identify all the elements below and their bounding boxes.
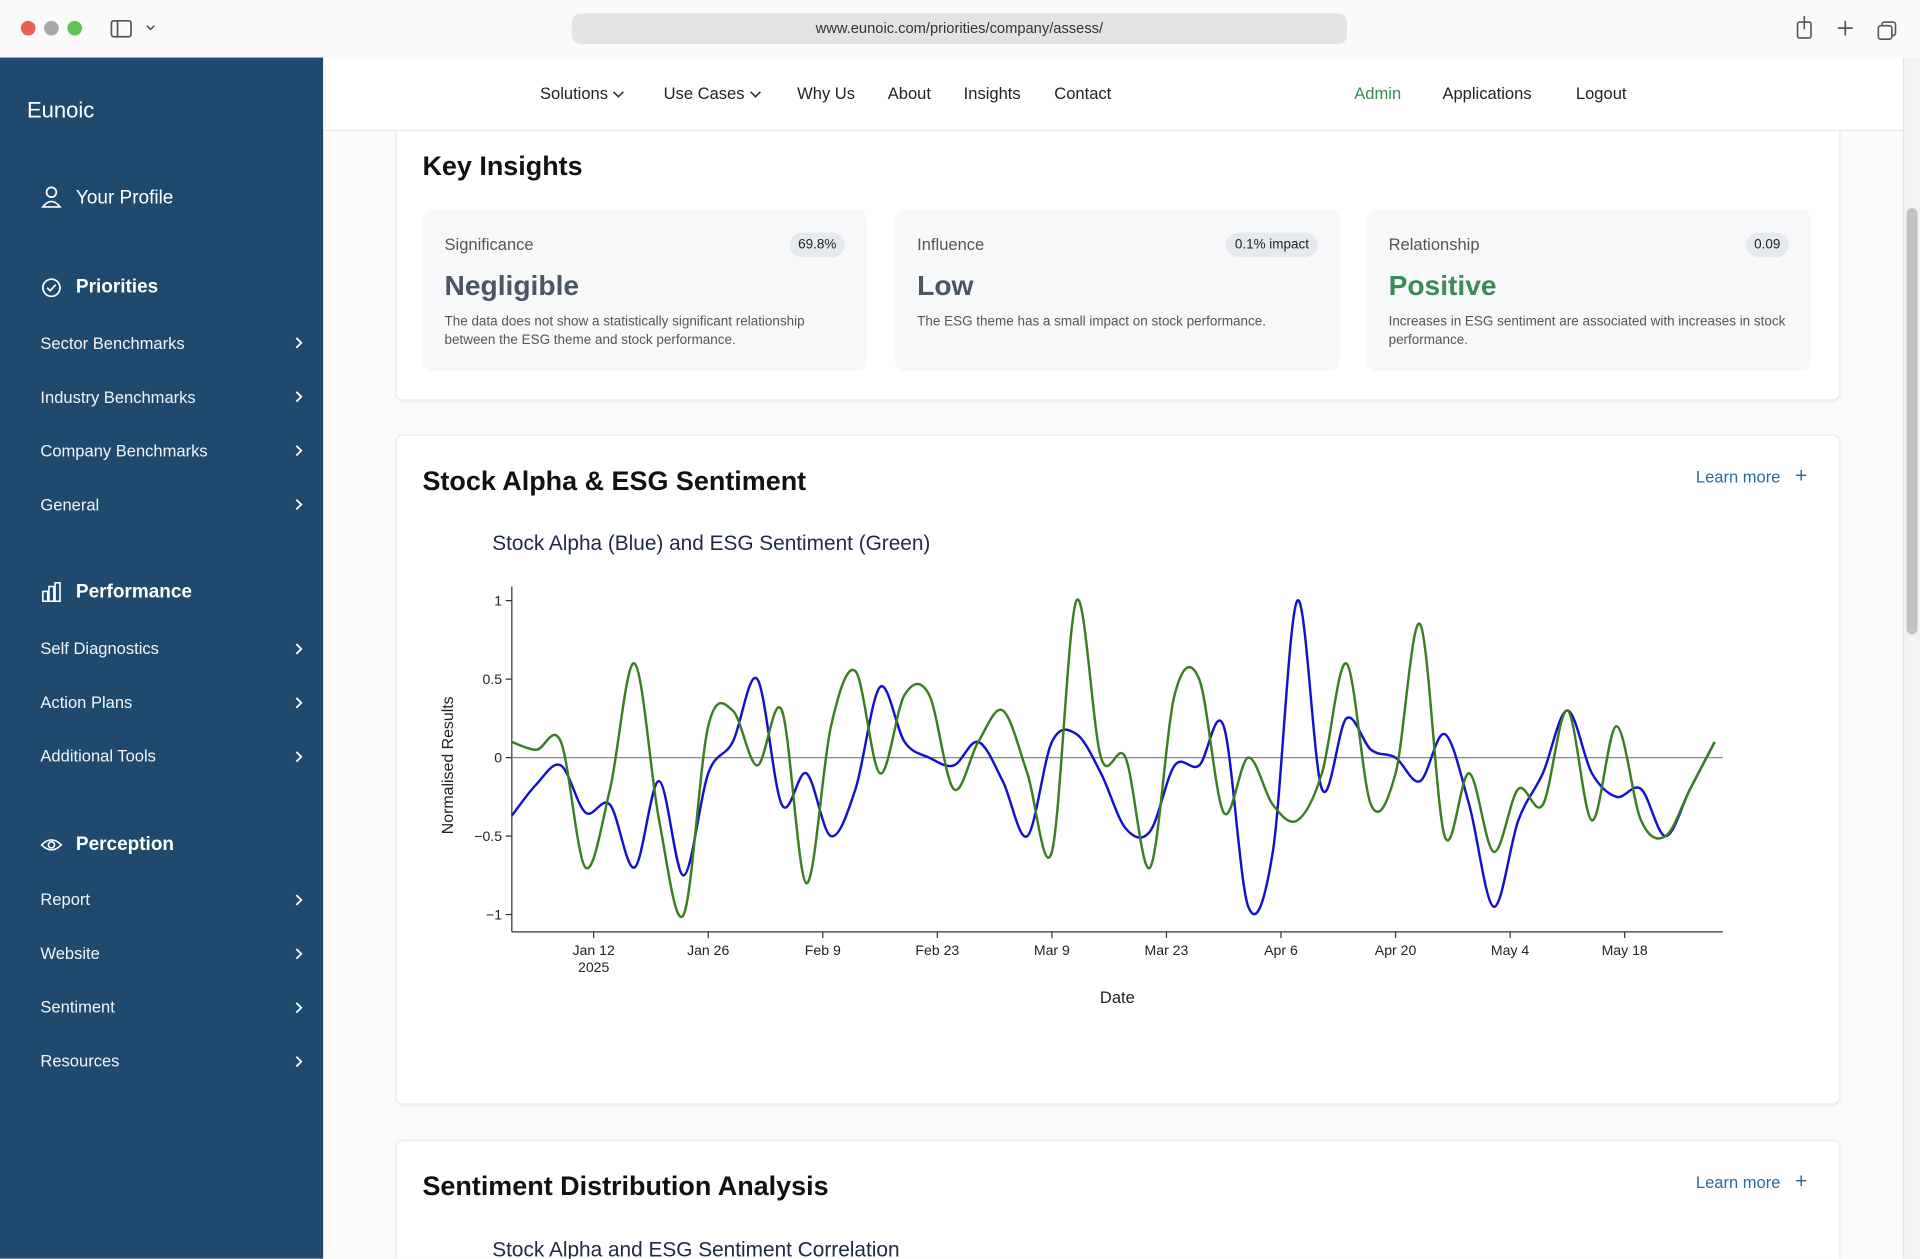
- priorities-icon: [42, 278, 61, 298]
- nav-item[interactable]: Company Benchmarks: [40, 442, 208, 461]
- insight-card: Influence 0.1% impact Low The ESG theme …: [895, 209, 1340, 372]
- nav-item[interactable]: Report: [40, 890, 91, 909]
- nav-item[interactable]: Sector Benchmarks: [40, 334, 185, 353]
- y-axis-label: Normalised Results: [440, 696, 457, 834]
- nav-item[interactable]: Website: [40, 944, 100, 963]
- card-label: Influence: [917, 235, 985, 254]
- card-badge: 0.09: [1745, 232, 1789, 258]
- dropdown-icon: [749, 91, 761, 98]
- performance-icon: [42, 582, 61, 603]
- x-tick-label: Feb 9: [805, 942, 841, 958]
- y-tick-label: −0.5: [474, 828, 502, 844]
- data-line: [510, 599, 1716, 916]
- section-heading: Key Insights: [422, 150, 583, 182]
- nav-link[interactable]: Applications: [1442, 84, 1532, 103]
- card-label: Significance: [444, 235, 534, 254]
- card-description: The data does not show a statistically s…: [444, 314, 805, 348]
- section-title: Perception: [75, 833, 175, 855]
- scrollbar[interactable]: [1902, 57, 1920, 1259]
- nav-link[interactable]: About: [887, 84, 931, 103]
- brand[interactable]: Eunoic: [26, 97, 95, 123]
- nav-item[interactable]: Action Plans: [40, 693, 133, 712]
- profile-icon: [41, 186, 62, 208]
- x-tick-label: Apr 6: [1264, 942, 1298, 958]
- nav-link[interactable]: Use Cases: [663, 84, 762, 103]
- chevrons: [295, 337, 303, 1068]
- window-controls: [20, 19, 155, 38]
- learn-more[interactable]: Learn more +: [1696, 464, 1807, 488]
- address-bar[interactable]: www.eunoic.com/priorities/company/assess…: [571, 13, 1347, 45]
- dropdown-icon: [613, 91, 625, 98]
- data-line: [511, 598, 1716, 919]
- y-tick-label: 1: [494, 593, 502, 609]
- top-nav: Solutions Use Cases Why Us About Insight…: [323, 57, 1903, 132]
- card-value: Low: [917, 269, 974, 302]
- nav-link[interactable]: Logout: [1575, 84, 1627, 103]
- card-value: Positive: [1388, 269, 1497, 302]
- section-title: Priorities: [75, 276, 159, 298]
- browser-toolbar: www.eunoic.com/priorities/company/assess…: [0, 0, 1920, 59]
- nav-link[interactable]: Why Us: [797, 84, 856, 103]
- x-axis-label: Date: [1100, 988, 1135, 1007]
- nav-link[interactable]: Contact: [1054, 84, 1112, 103]
- nav-item[interactable]: General: [40, 495, 100, 515]
- x-tick-label: Mar 9: [1034, 942, 1070, 958]
- x-tick-year: 2025: [578, 959, 609, 975]
- url-text: www.eunoic.com/priorities/company/assess…: [815, 19, 1104, 37]
- card-badge: 0.1% impact: [1226, 232, 1318, 258]
- x-tick-label: Jan 26: [687, 942, 729, 958]
- x-tick-label: Apr 20: [1375, 942, 1417, 958]
- profile-link[interactable]: Your Profile: [75, 187, 174, 209]
- plus-icon: +: [1795, 464, 1808, 488]
- nav-item[interactable]: Resources: [40, 1051, 120, 1071]
- x-tick-label: Jan 12: [573, 942, 615, 958]
- nav-item[interactable]: Industry Benchmarks: [40, 388, 196, 407]
- learn-more[interactable]: Learn more +: [1696, 1169, 1807, 1193]
- insight-card: Significance 69.8% Negligible The data d…: [422, 209, 867, 372]
- card-value: Negligible: [444, 269, 580, 302]
- browser-actions: [1796, 15, 1897, 40]
- y-tick-label: 0.5: [482, 671, 502, 687]
- y-tick-label: 0: [494, 750, 502, 766]
- section-heading: Sentiment Distribution Analysis: [422, 1170, 829, 1202]
- section-title: Performance: [75, 581, 192, 603]
- x-tick-label: Feb 23: [915, 942, 959, 958]
- nav-text: Solutions: [540, 84, 609, 103]
- scroll-thumb[interactable]: [1906, 208, 1918, 635]
- perception-icon: [40, 839, 63, 851]
- card-description: The ESG theme has a small impact on stoc…: [917, 314, 1267, 330]
- nav-link[interactable]: Solutions: [540, 84, 625, 103]
- nav-item[interactable]: Sentiment: [40, 997, 115, 1017]
- learn-more-text: Learn more: [1695, 467, 1781, 487]
- x-tick-label: Mar 23: [1145, 942, 1189, 958]
- card-label: Relationship: [1388, 235, 1480, 254]
- insight-card: Relationship 0.09 Positive Increases in …: [1366, 209, 1812, 372]
- x-tick-label: May 18: [1602, 942, 1648, 958]
- nav-link[interactable]: Admin: [1354, 84, 1402, 103]
- nav-link[interactable]: Insights: [963, 84, 1021, 103]
- chart-title: Stock Alpha (Blue) and ESG Sentiment (Gr…: [492, 532, 930, 555]
- nav-item[interactable]: Self Diagnostics: [40, 639, 159, 658]
- card-badge: 69.8%: [789, 232, 845, 258]
- y-tick-label: −1: [486, 906, 502, 922]
- learn-more-text: Learn more: [1695, 1173, 1781, 1192]
- nav-item[interactable]: Additional Tools: [40, 746, 156, 766]
- card-description: Increases in ESG sentiment are associate…: [1388, 314, 1786, 348]
- x-tick-label: May 4: [1491, 942, 1530, 958]
- section-heading: Stock Alpha & ESG Sentiment: [422, 465, 807, 496]
- chart-panel: Stock Alpha & ESG Sentiment Learn more + …: [395, 434, 1841, 1105]
- nav-text: Use Cases: [663, 84, 745, 103]
- distribution-panel: Sentiment Distribution Analysis Learn mo…: [395, 1140, 1841, 1259]
- plus-icon: +: [1795, 1169, 1808, 1193]
- chart-title: Stock Alpha and ESG Sentiment Correlatio…: [492, 1237, 900, 1259]
- sidebar: Eunoic Your Profile Priorities Sector Be…: [0, 57, 324, 1259]
- chart: Stock Alpha (Blue) and ESG Sentiment (Gr…: [440, 532, 1723, 1007]
